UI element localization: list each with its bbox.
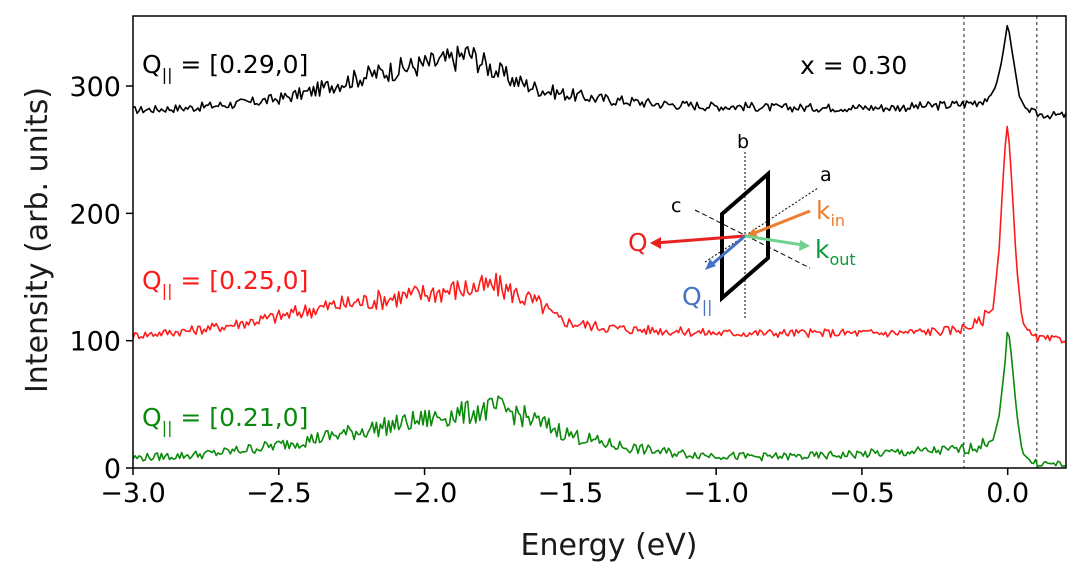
series-line-2 xyxy=(132,331,1067,468)
series-label-0: Q|| = [0.29,0] xyxy=(142,50,308,84)
x-tick-label: −2.0 xyxy=(392,478,458,509)
c-axis-line xyxy=(694,209,811,269)
inset-label-k-in: kin xyxy=(816,196,845,230)
x-tick-label: 0.0 xyxy=(986,478,1029,509)
k-out-arrow xyxy=(744,234,804,247)
x-tick-label: −1.5 xyxy=(538,478,604,509)
q-arrowhead xyxy=(650,237,661,249)
a-axis-line xyxy=(704,187,819,263)
x-tick-label: −3.0 xyxy=(100,478,166,509)
k-out-arrowhead xyxy=(799,240,810,251)
k-in-arrow xyxy=(751,209,811,236)
x-axis-ticks: −3.0 −2.5 −2.0 −1.5 −1.0 −0.5 0.0 xyxy=(100,468,1029,509)
inset-label-k-out: kout xyxy=(815,235,856,269)
plot-frame xyxy=(132,15,1067,469)
inset-label-b: b xyxy=(737,131,749,153)
series-line-0 xyxy=(132,24,1067,120)
inset-label-c: c xyxy=(671,195,681,217)
y-axis-title: Intensity (arb. units) xyxy=(20,87,55,393)
series-label-2: Q|| = [0.21,0] xyxy=(142,403,308,437)
x-tick-label: −1.0 xyxy=(683,478,749,509)
sample-plane xyxy=(720,169,770,303)
series-line-1 xyxy=(132,125,1067,344)
scattering-geometry-inset: a b c Q Q|| kin kout xyxy=(628,131,856,318)
y-tick-label: 200 xyxy=(69,199,121,230)
y-tick-label: 0 xyxy=(104,454,121,485)
y-axis-ticks: 0 100 200 300 xyxy=(69,72,133,485)
inset-label-a: a xyxy=(820,164,832,186)
inset-label-q: Q xyxy=(628,228,648,257)
q-par-arrow xyxy=(709,234,746,268)
inset-label-q-par: Q|| xyxy=(682,282,712,316)
y-tick-label: 300 xyxy=(69,72,121,103)
q-arrow xyxy=(654,234,746,245)
x-tick-label: −2.5 xyxy=(246,478,312,509)
x-axis-title: Energy (eV) xyxy=(521,528,698,563)
y-tick-label: 100 xyxy=(69,327,121,358)
x-tick-label: −0.5 xyxy=(829,478,895,509)
q-par-arrowhead xyxy=(705,259,716,270)
composition-label: x = 0.30 xyxy=(800,51,907,80)
series-label-1: Q|| = [0.25,0] xyxy=(142,266,308,300)
spectra-series xyxy=(132,24,1067,468)
